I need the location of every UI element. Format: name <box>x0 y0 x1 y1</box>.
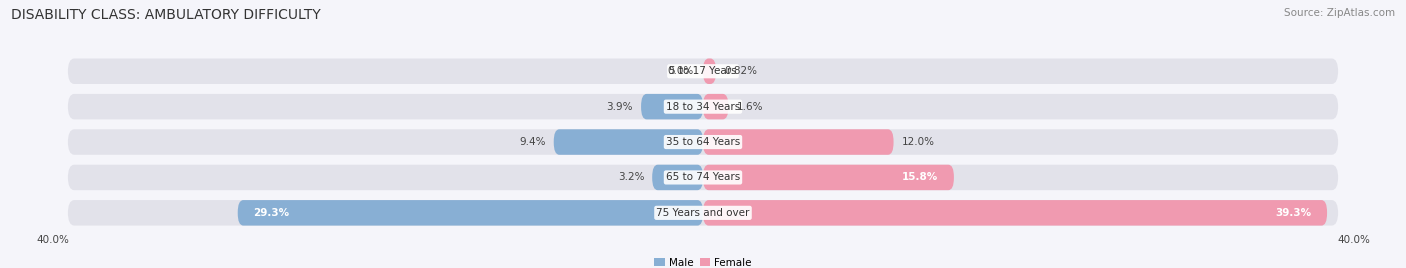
FancyBboxPatch shape <box>67 94 1339 119</box>
Text: 3.9%: 3.9% <box>606 102 633 112</box>
FancyBboxPatch shape <box>67 165 1339 190</box>
FancyBboxPatch shape <box>67 129 1339 155</box>
FancyBboxPatch shape <box>703 94 728 119</box>
FancyBboxPatch shape <box>652 165 703 190</box>
Text: Source: ZipAtlas.com: Source: ZipAtlas.com <box>1284 8 1395 18</box>
Legend: Male, Female: Male, Female <box>650 254 756 268</box>
Text: 1.6%: 1.6% <box>737 102 763 112</box>
Text: 12.0%: 12.0% <box>901 137 935 147</box>
Text: 65 to 74 Years: 65 to 74 Years <box>666 172 740 183</box>
Text: 35 to 64 Years: 35 to 64 Years <box>666 137 740 147</box>
FancyBboxPatch shape <box>703 200 1327 226</box>
FancyBboxPatch shape <box>238 200 703 226</box>
Text: 0.82%: 0.82% <box>724 66 756 76</box>
FancyBboxPatch shape <box>703 58 716 84</box>
Text: 9.4%: 9.4% <box>519 137 546 147</box>
FancyBboxPatch shape <box>703 165 953 190</box>
FancyBboxPatch shape <box>67 58 1339 84</box>
Text: 5 to 17 Years: 5 to 17 Years <box>669 66 737 76</box>
Text: 40.0%: 40.0% <box>37 235 69 245</box>
FancyBboxPatch shape <box>67 200 1339 226</box>
FancyBboxPatch shape <box>641 94 703 119</box>
FancyBboxPatch shape <box>703 129 894 155</box>
Text: DISABILITY CLASS: AMBULATORY DIFFICULTY: DISABILITY CLASS: AMBULATORY DIFFICULTY <box>11 8 321 22</box>
Text: 75 Years and over: 75 Years and over <box>657 208 749 218</box>
Text: 0.0%: 0.0% <box>668 66 693 76</box>
Text: 3.2%: 3.2% <box>617 172 644 183</box>
Text: 18 to 34 Years: 18 to 34 Years <box>666 102 740 112</box>
FancyBboxPatch shape <box>554 129 703 155</box>
Text: 15.8%: 15.8% <box>901 172 938 183</box>
Text: 40.0%: 40.0% <box>1337 235 1369 245</box>
Text: 39.3%: 39.3% <box>1275 208 1312 218</box>
Text: 29.3%: 29.3% <box>253 208 290 218</box>
